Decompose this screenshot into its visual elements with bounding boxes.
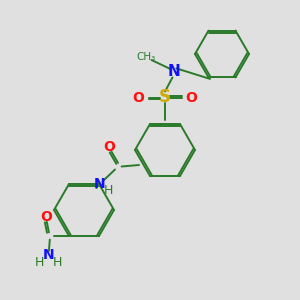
Text: N: N	[94, 178, 105, 191]
Text: H: H	[34, 256, 44, 268]
Text: N: N	[43, 248, 55, 262]
Text: O: O	[133, 91, 145, 104]
Text: N: N	[168, 64, 180, 80]
Text: S: S	[159, 88, 171, 106]
Text: CH₃: CH₃	[136, 52, 155, 62]
Text: H: H	[53, 256, 63, 268]
Text: O: O	[103, 140, 115, 154]
Text: O: O	[185, 91, 197, 104]
Text: O: O	[40, 210, 52, 224]
Text: H: H	[104, 184, 113, 197]
